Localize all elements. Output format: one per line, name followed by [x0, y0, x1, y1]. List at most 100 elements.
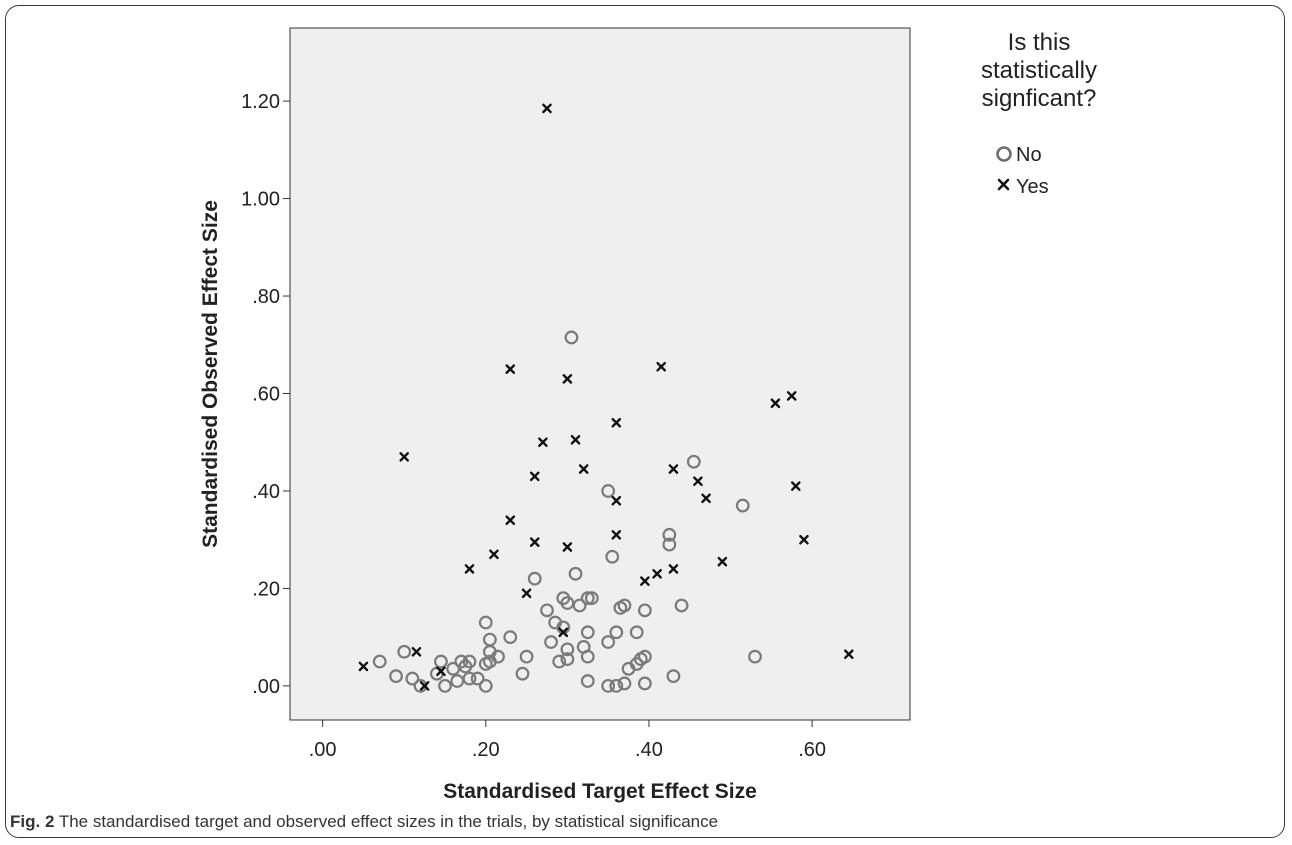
point-no [601, 678, 616, 693]
caption-text: The standardised target and observed eff… [54, 812, 719, 831]
point-no [580, 674, 595, 688]
point-no [735, 498, 750, 513]
y-tick-label: .60 [252, 383, 280, 405]
series-no [372, 330, 762, 693]
point-no [609, 625, 624, 640]
point-no [564, 330, 579, 345]
legend-title-line-2: statistically [981, 57, 1097, 84]
point-no [519, 649, 534, 664]
point-yes [505, 364, 516, 374]
point-no [666, 669, 681, 684]
y-tick-label: .80 [252, 286, 280, 308]
y-tick-label: 1.00 [241, 189, 280, 211]
point-no [560, 652, 575, 666]
point-no [568, 566, 583, 581]
y-tick-label: .20 [252, 578, 280, 600]
point-yes [786, 391, 797, 401]
x-axis: .00 .20 .40 .60 [309, 720, 826, 761]
point-no [662, 537, 677, 552]
point-yes [521, 588, 532, 599]
point-no [572, 598, 587, 613]
point-yes [790, 481, 801, 491]
point-yes [611, 495, 622, 506]
point-no [609, 678, 624, 693]
point-yes [529, 537, 540, 547]
point-yes [538, 437, 548, 448]
point-no [552, 654, 567, 669]
legend-title-line-3: signficant? [982, 85, 1097, 112]
point-yes [611, 417, 622, 428]
point-yes [770, 398, 781, 409]
x-tick-label: .00 [309, 739, 337, 761]
point-no [584, 591, 599, 606]
point-no [389, 669, 403, 684]
point-no [478, 615, 493, 630]
point-no [605, 549, 620, 564]
point-yes [652, 569, 662, 579]
point-yes [505, 515, 516, 525]
point-yes [611, 530, 622, 540]
y-axis-title: Standardised Observed Effect Size [199, 200, 222, 548]
caption-label: Fig. 2 [10, 812, 55, 831]
point-no [580, 625, 595, 640]
point-yes [701, 493, 711, 504]
plot-area [289, 27, 911, 721]
x-axis-title: Standardised Target Effect Size [443, 780, 757, 803]
point-yes [411, 646, 422, 657]
legend-title-line-1: Is this [1008, 29, 1071, 56]
point-no [629, 625, 644, 640]
point-yes [464, 564, 475, 574]
point-yes [799, 534, 809, 545]
point-no [544, 635, 558, 649]
point-no [470, 671, 485, 686]
y-tick-label: .40 [252, 481, 280, 503]
point-yes [399, 452, 410, 462]
x-tick-label: .40 [635, 739, 663, 761]
point-yes [558, 627, 569, 638]
legend: Is this statistically signficant? No Yes [981, 29, 1097, 198]
point-yes [578, 464, 589, 474]
y-axis: .00 .20 .40 .60 .80 1.00 1.20 [241, 91, 290, 698]
figure-frame [5, 5, 1285, 838]
point-no [686, 454, 701, 469]
point-no [748, 649, 762, 664]
y-tick-label: .00 [252, 676, 280, 698]
point-yes [640, 576, 650, 586]
point-no [540, 603, 554, 618]
point-yes [717, 556, 728, 567]
series-yes [358, 103, 854, 691]
point-yes [562, 542, 573, 552]
point-no [662, 527, 677, 542]
x-tick-label: .60 [798, 739, 826, 761]
point-yes [693, 476, 703, 487]
point-no [405, 671, 420, 686]
point-no [617, 676, 632, 691]
point-no [515, 666, 530, 681]
point-no [601, 484, 616, 498]
point-no [413, 678, 428, 693]
point-no [397, 644, 412, 659]
legend-label-no: No [1016, 144, 1042, 166]
point-no [637, 603, 652, 618]
point-yes [529, 471, 540, 482]
point-no [462, 654, 477, 669]
point-yes [562, 374, 573, 384]
legend-label-yes: Yes [1016, 176, 1049, 198]
point-no [674, 598, 689, 613]
y-tick-label: 1.20 [241, 91, 280, 113]
point-yes [358, 661, 369, 672]
point-no [580, 649, 595, 664]
figure-caption: Fig. 2 The standardised target and obser… [10, 812, 1280, 832]
point-yes [542, 103, 552, 114]
x-tick-label: .20 [472, 739, 500, 761]
point-no [580, 591, 595, 606]
point-yes [656, 361, 666, 372]
legend-yes-x-icon [997, 178, 1010, 191]
scatter-chart: .00 .20 .40 .60 .00 .20 .40 .60 .80 1.00 1.20 Sta… [199, 27, 1097, 803]
point-no [462, 671, 477, 686]
point-no [560, 642, 575, 657]
point-no [637, 676, 652, 691]
point-no [434, 654, 448, 669]
point-yes [419, 681, 430, 691]
point-yes [570, 434, 581, 445]
